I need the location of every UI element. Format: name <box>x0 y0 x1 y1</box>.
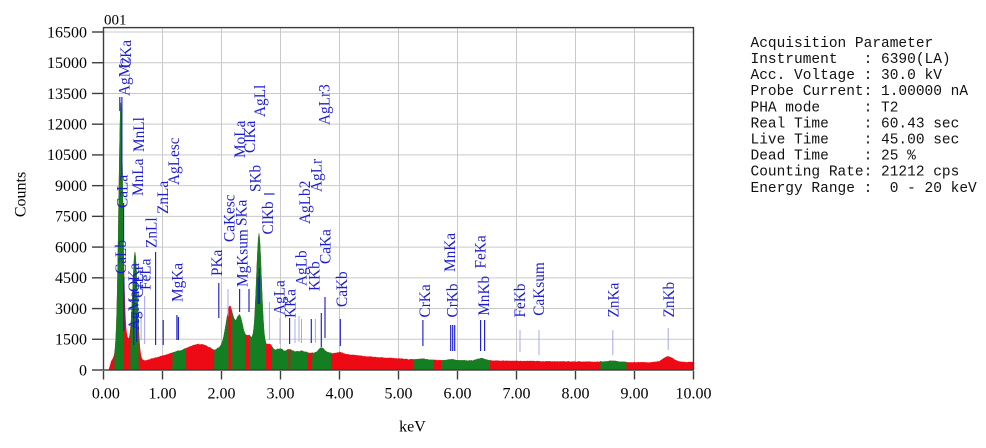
svg-text:FeLa: FeLa <box>137 258 154 290</box>
svg-text:0.00: 0.00 <box>92 386 120 403</box>
svg-text:AgLl: AgLl <box>252 85 269 117</box>
svg-text:9000: 9000 <box>55 178 87 195</box>
svg-text:AgLb2: AgLb2 <box>297 181 314 224</box>
svg-text:12000: 12000 <box>47 117 87 134</box>
svg-text:4.00: 4.00 <box>326 386 354 403</box>
svg-text:Real Time : 60.43 sec: Real Time : 60.43 sec <box>751 116 960 132</box>
svg-text:2.00: 2.00 <box>208 386 236 403</box>
svg-text:4500: 4500 <box>55 270 87 287</box>
svg-text:CaKb: CaKb <box>334 271 351 307</box>
svg-text:8.00: 8.00 <box>562 386 590 403</box>
svg-text:10500: 10500 <box>47 147 87 164</box>
svg-text:MgKsum: MgKsum <box>234 229 251 287</box>
svg-text:OKa: OKa <box>126 263 143 292</box>
svg-text:001: 001 <box>104 13 127 29</box>
svg-text:1.00: 1.00 <box>149 386 177 403</box>
svg-text:10.00: 10.00 <box>676 386 712 403</box>
svg-text:7.00: 7.00 <box>503 386 531 403</box>
svg-text:SKa: SKa <box>233 199 250 226</box>
svg-text:6.00: 6.00 <box>444 386 472 403</box>
svg-text:Probe Current: 1.00000 nA: Probe Current: 1.00000 nA <box>751 84 969 100</box>
svg-text:CaKa: CaKa <box>317 229 334 264</box>
svg-text:AgLr3: AgLr3 <box>316 84 333 125</box>
svg-text:keV: keV <box>399 419 426 436</box>
svg-text:CrKa: CrKa <box>417 284 434 317</box>
svg-text:Acc. Voltage : 30.0 kV: Acc. Voltage : 30.0 kV <box>751 68 943 84</box>
svg-text:CrLa: CrLa <box>130 266 147 298</box>
svg-text:Counts: Counts <box>13 172 30 217</box>
svg-text:MnLa: MnLa <box>130 158 147 196</box>
svg-text:0: 0 <box>79 362 87 379</box>
svg-text:FeKb: FeKb <box>512 283 529 317</box>
svg-text:Live Time : 45.00 sec: Live Time : 45.00 sec <box>751 133 960 149</box>
svg-text:Energy Range : 0 - 20 keV: Energy Range : 0 - 20 keV <box>751 181 978 197</box>
svg-text:ZnLa: ZnLa <box>155 181 172 214</box>
svg-text:9.00: 9.00 <box>621 386 649 403</box>
svg-text:SKb: SKb <box>247 164 264 192</box>
svg-text:CaLa: CaLa <box>114 175 131 208</box>
svg-text:7500: 7500 <box>55 209 87 226</box>
svg-text:AgMz: AgMz <box>117 57 134 96</box>
svg-text:AgLb: AgLb <box>293 250 310 286</box>
svg-text:3.00: 3.00 <box>267 386 295 403</box>
svg-text:CaKsum: CaKsum <box>531 262 548 316</box>
svg-text:KKb: KKb <box>306 261 323 291</box>
svg-text:FeKa: FeKa <box>473 235 490 268</box>
svg-text:PHA mode : T2: PHA mode : T2 <box>751 100 899 116</box>
svg-text:ClKa: ClKa <box>242 121 259 153</box>
svg-text:CrKb: CrKb <box>445 283 462 317</box>
svg-text:MoLa: MoLa <box>232 120 249 158</box>
svg-text:KKa: KKa <box>282 289 299 318</box>
svg-text:ZnKa: ZnKa <box>606 282 623 317</box>
svg-text:MnKb: MnKb <box>476 276 493 316</box>
svg-text:AgMa: AgMa <box>126 291 143 330</box>
svg-text:CKa: CKa <box>118 40 135 68</box>
svg-text:PKa: PKa <box>209 249 226 276</box>
svg-text:Instrument : 6390(LA): Instrument : 6390(LA) <box>751 52 951 68</box>
svg-text:16500: 16500 <box>47 24 87 41</box>
svg-text:MnLl: MnLl <box>131 117 148 152</box>
svg-text:CaKesc: CaKesc <box>221 194 238 242</box>
svg-text:CaLb: CaLb <box>113 240 130 274</box>
svg-text:Acquisition Parameter: Acquisition Parameter <box>751 36 934 52</box>
svg-text:6000: 6000 <box>55 239 87 256</box>
svg-text:1500: 1500 <box>55 332 87 349</box>
svg-text:Counting Rate: 21212 cps: Counting Rate: 21212 cps <box>751 165 960 181</box>
svg-text:5.00: 5.00 <box>385 386 413 403</box>
svg-text:AgLr: AgLr <box>308 159 325 192</box>
svg-text:AgLa: AgLa <box>271 280 288 315</box>
svg-text:Dead Time : 25 %: Dead Time : 25 % <box>751 149 917 165</box>
svg-text:ClKb: ClKb <box>260 201 277 234</box>
svg-text:ZnLl: ZnLl <box>144 217 161 248</box>
svg-text:3000: 3000 <box>55 301 87 318</box>
svg-text:MnKa: MnKa <box>442 233 459 272</box>
svg-text:MgKa: MgKa <box>169 263 186 302</box>
svg-text:15000: 15000 <box>47 55 87 72</box>
svg-text:13500: 13500 <box>47 86 87 103</box>
svg-text:ZnKb: ZnKb <box>661 281 678 317</box>
svg-text:AgLesc: AgLesc <box>166 137 183 185</box>
